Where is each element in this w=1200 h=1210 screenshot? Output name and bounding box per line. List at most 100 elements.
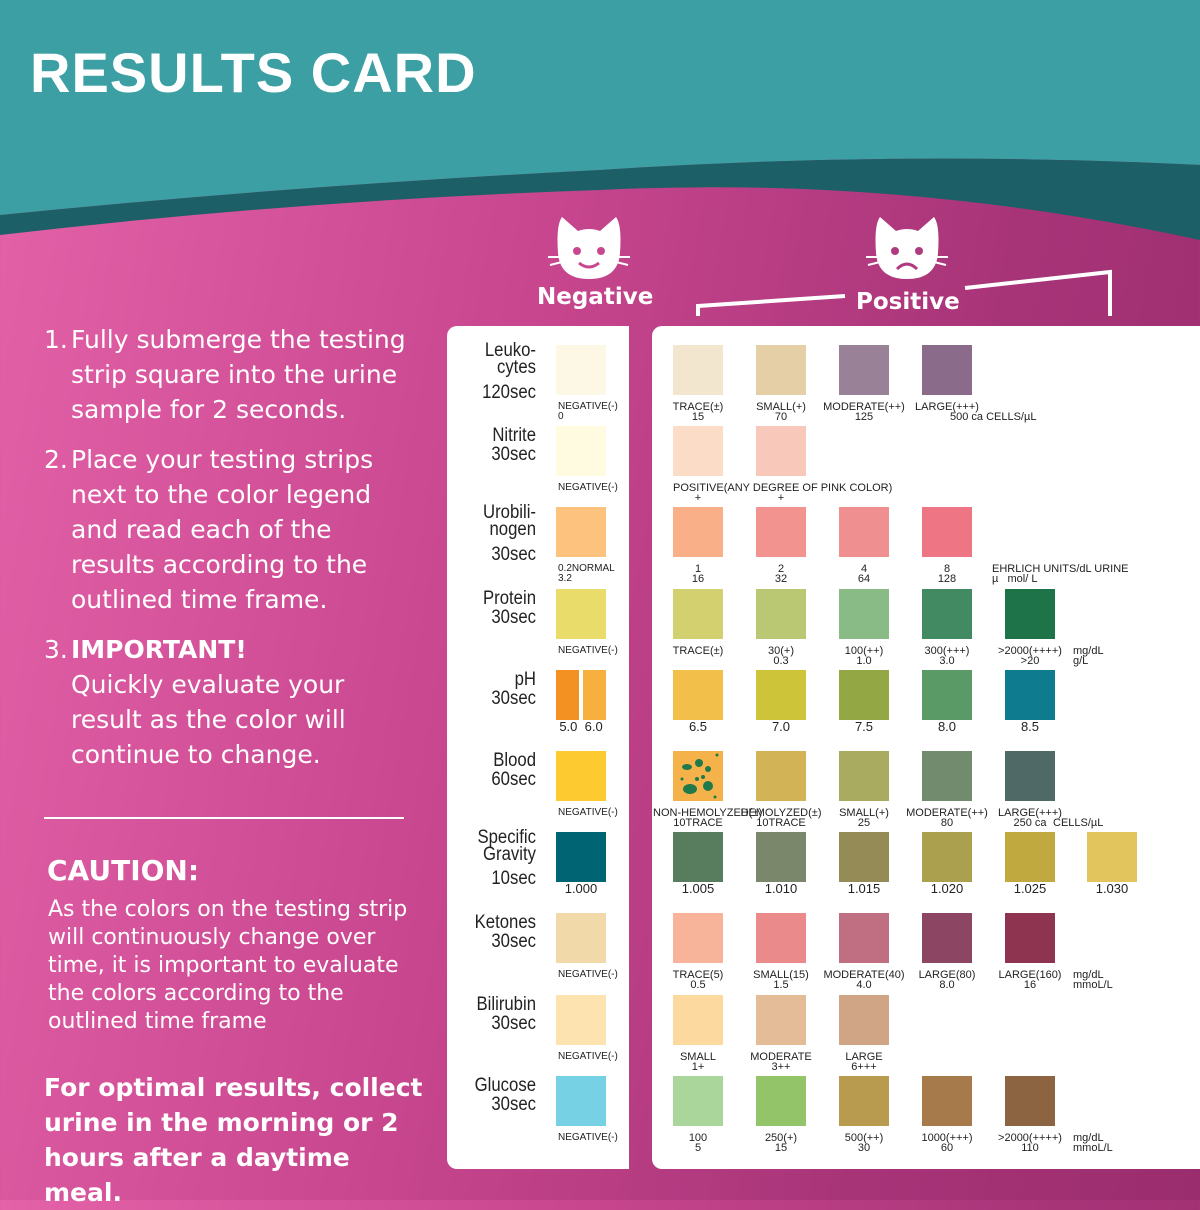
optimal-note: For optimal results, collect urine in th… xyxy=(44,1073,423,1207)
positive-label: 1.025 xyxy=(1013,881,1047,897)
negative-swatch xyxy=(556,345,606,395)
negative-label: 0.2NORMAL 3.2 xyxy=(558,563,615,585)
positive-heading: Positive xyxy=(856,289,960,315)
row-name: Bilirubin xyxy=(476,993,536,1015)
positive-swatch xyxy=(1005,588,1055,639)
row-name: pH xyxy=(514,668,536,690)
positive-label: 8 128 xyxy=(937,563,957,586)
step-number: 3. xyxy=(44,635,68,664)
negative-swatch xyxy=(556,832,606,883)
caution-heading: CAUTION: xyxy=(47,854,200,887)
row-time: 120sec xyxy=(482,382,536,403)
positive-label: 1.030 xyxy=(1095,881,1129,897)
positive-panel xyxy=(652,326,1200,1169)
negative-swatch xyxy=(556,507,606,558)
step-number: 2. xyxy=(44,445,68,474)
row-time: 10sec xyxy=(491,868,536,890)
positive-label: + xyxy=(777,492,785,505)
row-time: 30sec xyxy=(491,1012,536,1034)
negative-label: NEGATIVE(-) xyxy=(558,1050,618,1062)
row-time: 30sec xyxy=(491,931,536,953)
row-name: Urobili- nogen xyxy=(483,502,536,541)
positive-label: MODERATE(40) 4.0 xyxy=(823,969,905,992)
positive-label: 8.0 xyxy=(937,718,957,734)
positive-swatch xyxy=(756,751,806,801)
step-2: 2. Place your testing strips next to the … xyxy=(44,442,414,617)
positive-swatch xyxy=(839,751,889,801)
positive-swatch xyxy=(922,588,972,639)
unit-label: mg/dL g/L xyxy=(1073,644,1104,667)
positive-label: 8.5 xyxy=(1020,718,1040,734)
positive-swatch xyxy=(839,669,889,720)
positive-swatch xyxy=(922,669,972,720)
positive-label: 1.020 xyxy=(930,881,964,897)
row-note: POSITIVE(ANY DEGREE OF PINK COLOR) xyxy=(673,482,893,495)
positive-label: LARGE(160) 16 xyxy=(998,969,1062,992)
positive-swatch xyxy=(756,832,806,883)
positive-swatch xyxy=(756,588,806,639)
caution-text: As the colors on the testing strip will … xyxy=(48,897,408,1034)
positive-label: 1.010 xyxy=(764,881,798,897)
negative-swatch xyxy=(556,913,606,964)
instructions: 1. Fully submerge the testing strip squar… xyxy=(44,322,414,787)
unit-label: mg/dL mmoL/L xyxy=(1073,969,1113,992)
positive-swatch xyxy=(922,345,972,395)
negative-heading: Negative xyxy=(537,284,654,310)
negative-swatch xyxy=(556,751,606,801)
negative-swatch xyxy=(583,669,606,720)
positive-swatch xyxy=(673,588,723,639)
row-name: Ketones xyxy=(474,912,536,934)
positive-swatch xyxy=(756,913,806,964)
positive-label: LARGE 6+++ xyxy=(845,1050,883,1073)
positive-label: HEMOLYZED(±) 10TRACE xyxy=(740,807,822,829)
row-time: 30sec xyxy=(491,544,536,566)
positive-label: 2 32 xyxy=(774,563,788,586)
negative-label: NEGATIVE(-) xyxy=(558,482,618,494)
speckle-pattern xyxy=(680,753,719,799)
positive-label: TRACE(±) xyxy=(672,644,724,657)
negative-label: NEGATIVE(-) xyxy=(558,807,618,818)
positive-swatch xyxy=(922,1075,972,1126)
negative-label: 1.000 xyxy=(564,881,598,897)
positive-label: LARGE(+++) 250 ca xyxy=(998,807,1062,829)
negative-label: NEGATIVE(-) xyxy=(558,1131,618,1143)
positive-bracket xyxy=(696,269,1112,316)
row-time: 30sec xyxy=(491,1093,536,1115)
positive-label: SMALL(+) 25 xyxy=(839,807,889,829)
positive-swatch xyxy=(673,832,723,883)
header-banner xyxy=(0,0,1200,240)
negative-label: 5.0 6.0 xyxy=(559,718,603,734)
row-time: 30sec xyxy=(491,444,536,466)
negative-label: NEGATIVE(-) xyxy=(558,969,618,981)
negative-swatch xyxy=(556,426,606,477)
step-text: Fully submerge the testing strip square … xyxy=(71,325,406,424)
positive-label: MODERATE 3++ xyxy=(750,1050,812,1073)
positive-label: SMALL(15) 1.5 xyxy=(753,969,809,992)
negative-label: NEGATIVE(-) xyxy=(558,644,618,656)
step-1: 1. Fully submerge the testing strip squar… xyxy=(44,322,414,427)
negative-swatch xyxy=(556,588,606,639)
negative-swatch xyxy=(556,1075,606,1126)
positive-swatch xyxy=(1005,913,1055,964)
positive-label: 7.0 xyxy=(771,718,791,734)
divider xyxy=(44,817,404,819)
sad-cat-icon xyxy=(866,217,948,279)
positive-label: 1 16 xyxy=(691,563,705,586)
positive-swatch xyxy=(839,994,889,1045)
positive-swatch xyxy=(756,669,806,720)
row-name: Blood xyxy=(493,750,536,771)
negative-swatch xyxy=(556,994,606,1045)
row-name: Specific Gravity xyxy=(477,827,536,866)
positive-swatch xyxy=(922,832,972,883)
positive-swatch xyxy=(839,345,889,395)
positive-label: LARGE(80) 8.0 xyxy=(918,969,976,992)
positive-label: 7.5 xyxy=(854,718,874,734)
page-title: RESULTS CARD xyxy=(30,41,477,104)
unit-label: mg/dL mmoL/L xyxy=(1073,1131,1113,1154)
positive-label: 1.015 xyxy=(847,881,881,897)
unit-label: CELLS/µL xyxy=(1053,817,1104,829)
row-name: Glucose xyxy=(474,1074,536,1096)
positive-label: 250(+) 15 xyxy=(764,1131,798,1154)
positive-swatch xyxy=(673,507,723,558)
row-name: Protein xyxy=(483,587,536,609)
